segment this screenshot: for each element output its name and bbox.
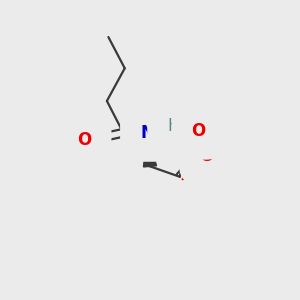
Polygon shape: [143, 133, 157, 167]
Text: O: O: [192, 122, 206, 140]
Text: O: O: [77, 130, 92, 148]
Text: N: N: [140, 124, 154, 142]
Text: H: H: [167, 117, 180, 135]
Text: O: O: [199, 147, 213, 165]
